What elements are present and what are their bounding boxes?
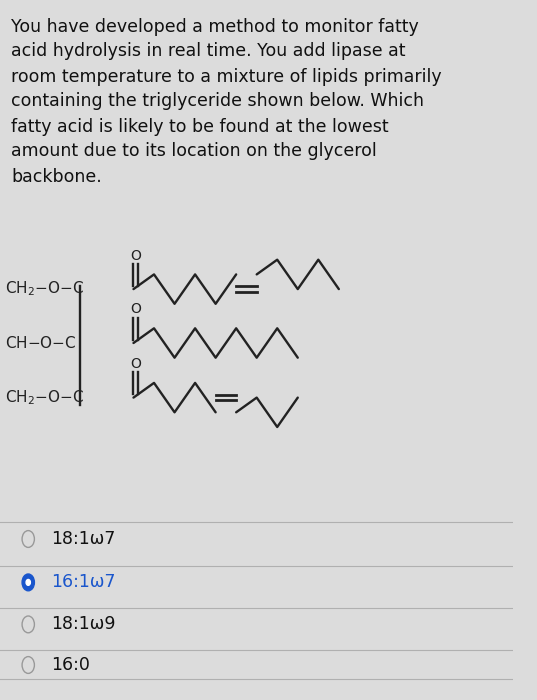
- Text: $\mathregular{CH_2{-}O{-}C}$: $\mathregular{CH_2{-}O{-}C}$: [5, 389, 84, 407]
- Text: O: O: [130, 302, 141, 316]
- Text: 18:1ω9: 18:1ω9: [52, 615, 116, 634]
- Text: You have developed a method to monitor fatty
acid hydrolysis in real time. You a: You have developed a method to monitor f…: [11, 18, 442, 186]
- Text: $\mathregular{CH{-}O{-}C}$: $\mathregular{CH{-}O{-}C}$: [5, 335, 77, 351]
- Text: $\mathregular{CH_2{-}O{-}C}$: $\mathregular{CH_2{-}O{-}C}$: [5, 280, 84, 298]
- Text: O: O: [130, 248, 141, 262]
- Circle shape: [22, 574, 34, 591]
- Text: O: O: [130, 357, 141, 371]
- Text: 16:0: 16:0: [52, 656, 90, 674]
- Text: 16:1ω7: 16:1ω7: [52, 573, 116, 592]
- Text: 18:1ω7: 18:1ω7: [52, 530, 115, 548]
- Circle shape: [26, 580, 31, 585]
